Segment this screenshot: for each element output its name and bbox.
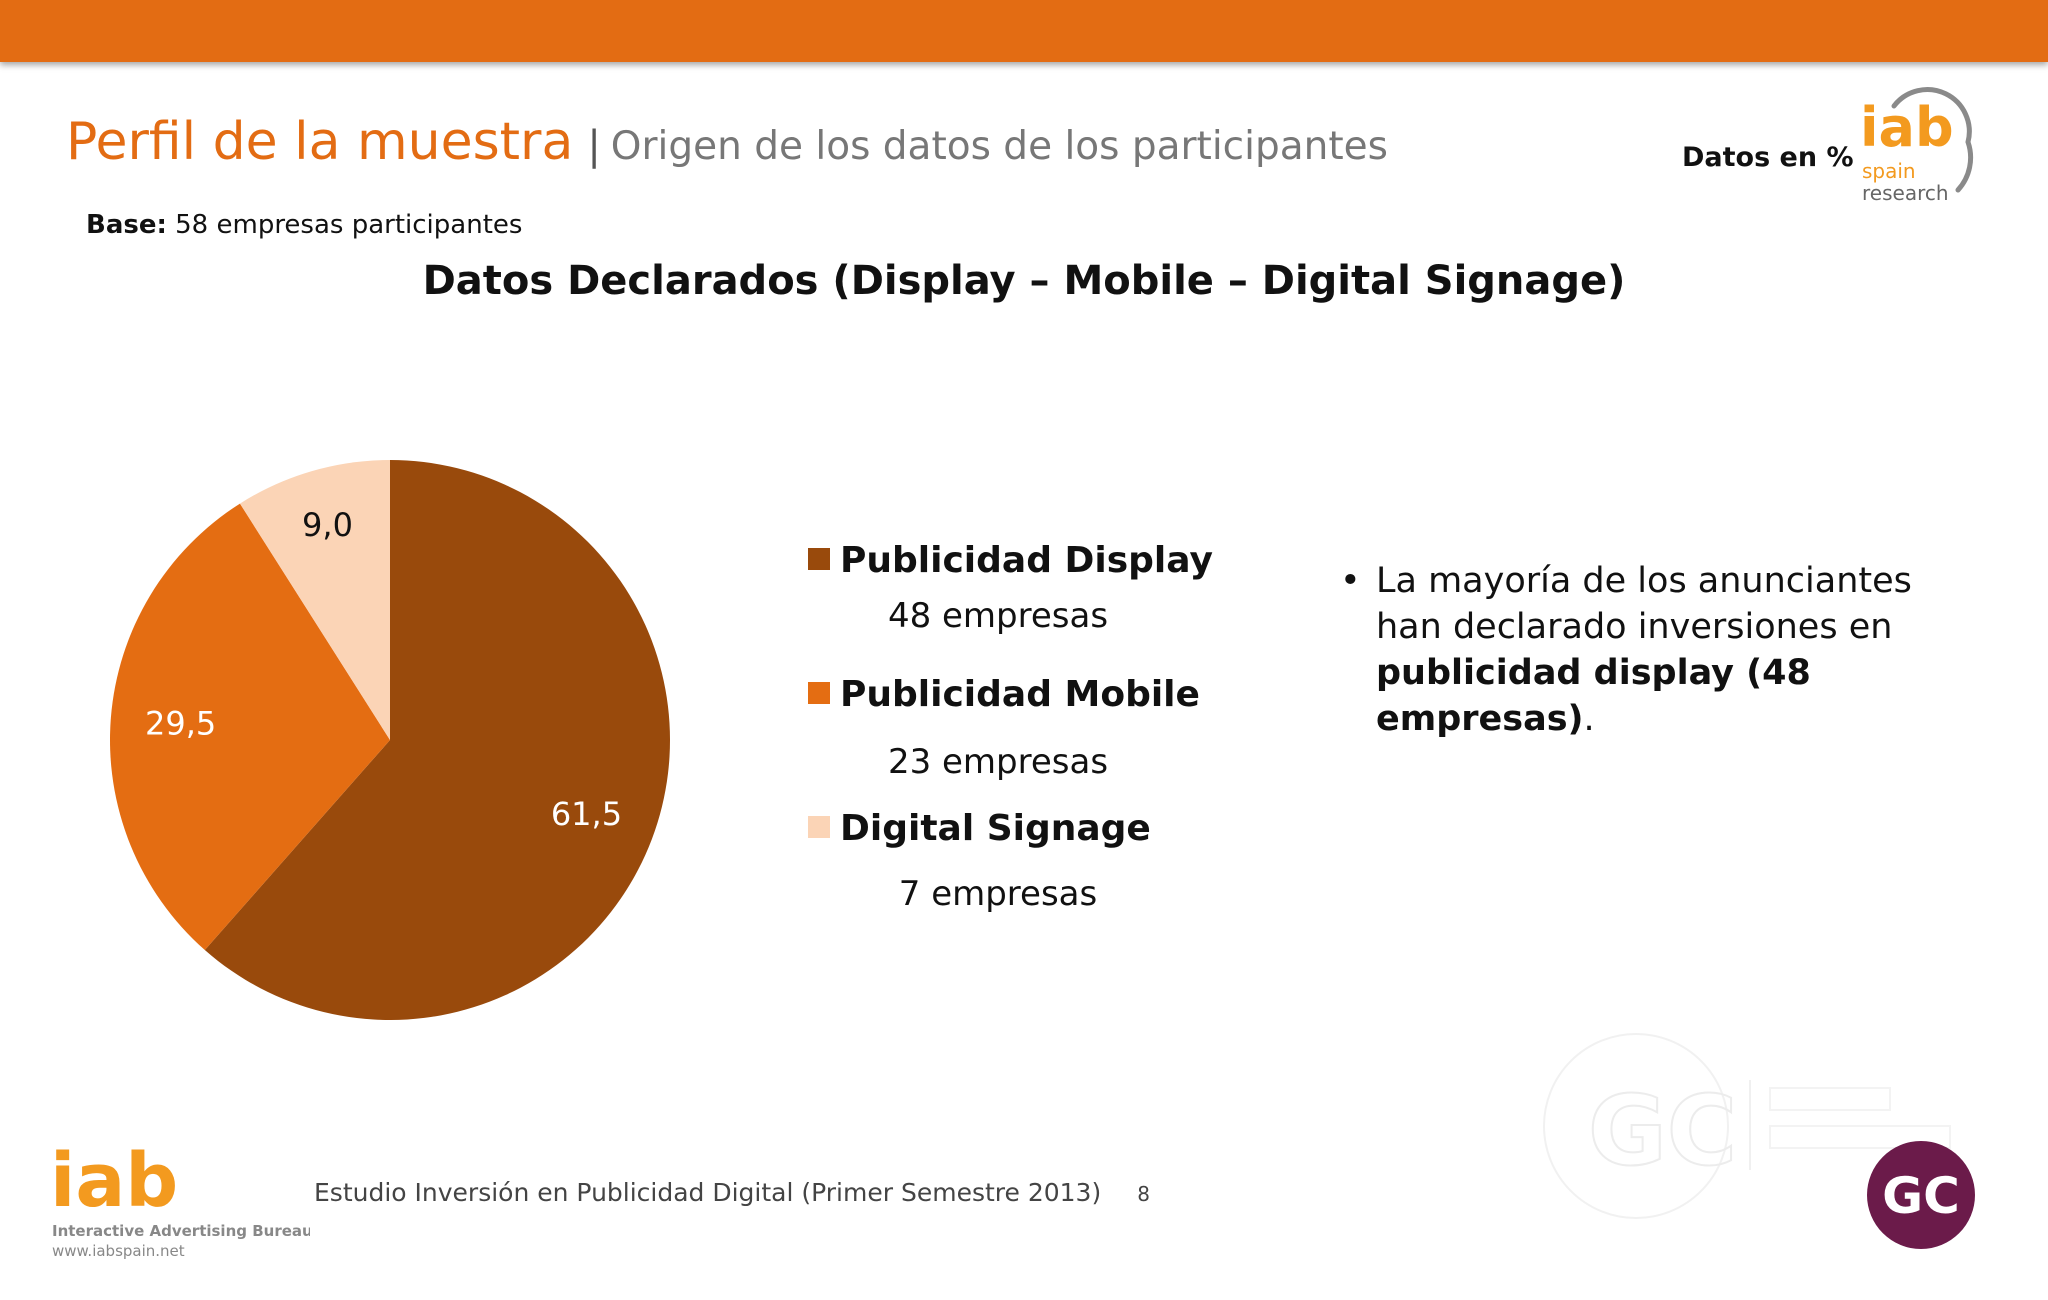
legend-count-signage: 7 empresas [898, 874, 1098, 914]
units-label: Datos en % [1682, 142, 1854, 173]
page-title: Perfil de la muestra | Origen de los datos… [66, 112, 1388, 172]
svg-text:GC: GC [1882, 1167, 1960, 1225]
pie-label-display: 61,5 [551, 795, 622, 833]
footer-study-title: Estudio Inversión en Publicidad Digital … [314, 1178, 1102, 1207]
pie-chart: 61,5 29,5 9,0 [109, 460, 670, 1020]
page-number: 8 [1137, 1182, 1150, 1206]
chart-title: Datos Declarados (Display – Mobile – Dig… [422, 258, 1626, 304]
sample-base: Base: 58 empresas participantes [86, 210, 522, 240]
svg-text:iab: iab [50, 1138, 178, 1224]
svg-text:iab: iab [1860, 96, 1954, 159]
base-text: 58 empresas participantes [175, 210, 523, 240]
note-text-bold: publicidad display (48 empresas) [1376, 653, 1811, 739]
pie-label-mobile: 29,5 [145, 705, 216, 743]
legend-swatch-display [808, 548, 830, 570]
pie-slice-display [204, 460, 670, 1020]
svg-text:Interactive Advertising Bureau: Interactive Advertising Bureau [52, 1222, 310, 1240]
insight-note: • La mayoría de los anunciantes han decl… [1340, 558, 1980, 742]
gc-watermark-logo: GC [1543, 1033, 1951, 1219]
svg-text:spain: spain [1862, 159, 1916, 183]
legend-item-signage: Digital Signage 7 empresas [808, 808, 1208, 914]
note-text: La mayoría de los anunciantes han declar… [1376, 561, 1912, 647]
pie-slice-mobile [109, 503, 391, 951]
iab-spain-research-logo: iab spain research [1860, 87, 1974, 205]
gc-badge-logo: GC [1867, 1141, 1975, 1249]
top-accent-bar [0, 0, 2048, 62]
legend-label-mobile: Publicidad Mobile [840, 674, 1200, 715]
iab-logo-footer: iab Interactive Advertising Bureau www.i… [50, 1138, 310, 1260]
legend-swatch-mobile [808, 682, 830, 704]
pie-label-signage: 9,0 [302, 506, 353, 544]
svg-text:www.iabspain.net: www.iabspain.net [52, 1242, 185, 1260]
svg-text:research: research [1862, 181, 1949, 205]
legend-item-mobile: Publicidad Mobile 23 empresas [808, 674, 1208, 782]
legend-swatch-signage [808, 816, 830, 838]
note-text-end: . [1583, 699, 1595, 739]
note-bullet: • [1340, 561, 1361, 601]
footer: Estudio Inversión en Publicidad Digital … [314, 1178, 1150, 1207]
page-title-main: Perfil de la muestra [66, 112, 574, 172]
page-subtitle: Origen de los datos de los participantes [610, 124, 1388, 169]
legend-label-display: Publicidad Display [840, 540, 1213, 581]
legend-count-display: 48 empresas [887, 596, 1109, 636]
svg-text:GC: GC [1588, 1075, 1737, 1187]
pie-slice-signage [239, 460, 390, 740]
legend-count-mobile: 23 empresas [887, 742, 1109, 782]
page-title-separator: | [587, 123, 601, 169]
base-label: Base: [86, 210, 167, 240]
legend-item-display: Publicidad Display 48 empresas [808, 540, 1213, 636]
legend-label-signage: Digital Signage [840, 808, 1151, 849]
